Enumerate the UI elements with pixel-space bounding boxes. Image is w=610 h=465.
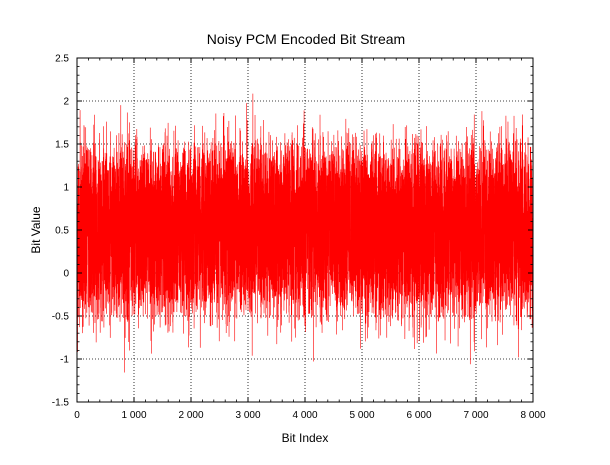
x-tick-label: 2 000 bbox=[178, 410, 203, 421]
x-axis: 0 1 000 2 000 3 000 4 000 5 000 6 000 7 000 8 00… bbox=[74, 58, 546, 421]
y-tick-label: 0.5 bbox=[55, 226, 69, 237]
y-axis-title: Bit Value bbox=[29, 206, 43, 253]
y-tick-label: 1.5 bbox=[55, 140, 69, 151]
y-tick-label: -0.5 bbox=[52, 312, 70, 323]
x-tick-label: 7 000 bbox=[463, 410, 488, 421]
x-axis-title: Bit Index bbox=[282, 431, 329, 445]
y-tick-label: -1.5 bbox=[52, 398, 70, 409]
x-tick-label: 6 000 bbox=[406, 410, 431, 421]
signal-line bbox=[76, 93, 534, 373]
chart-title: Noisy PCM Encoded Bit Stream bbox=[207, 31, 405, 47]
y-tick-label: 0 bbox=[63, 269, 69, 280]
x-tick-label: 1 000 bbox=[121, 410, 146, 421]
x-tick-label: 4 000 bbox=[292, 410, 317, 421]
x-tick-label: 0 bbox=[74, 410, 80, 421]
x-tick-label: 3 000 bbox=[235, 410, 260, 421]
x-tick-label: 5 000 bbox=[349, 410, 374, 421]
y-tick-label: 2.5 bbox=[55, 54, 69, 65]
y-tick-label: -1 bbox=[60, 355, 69, 366]
y-tick-label: 1 bbox=[63, 183, 69, 194]
x-tick-label: 8 000 bbox=[520, 410, 545, 421]
y-axis: -1.5 -1 -0.5 0 0.5 1 1.5 2 2.5 bbox=[52, 54, 533, 409]
y-tick-label: 2 bbox=[63, 97, 69, 108]
